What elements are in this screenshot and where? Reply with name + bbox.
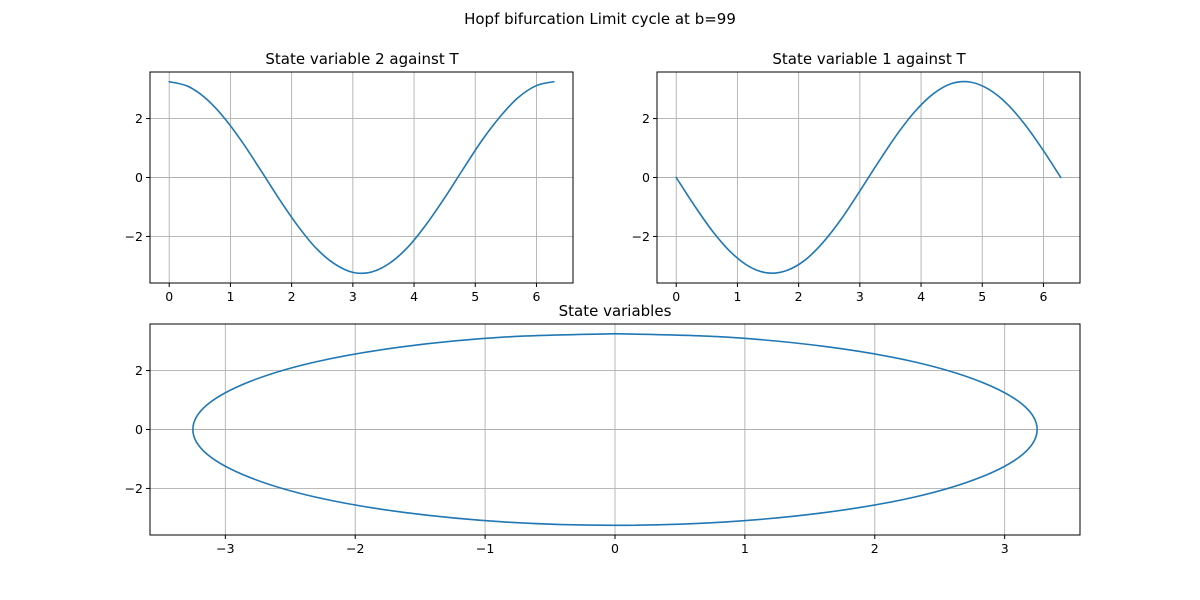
x-tick-label: 4 — [410, 289, 418, 304]
x-tick-label: 0 — [672, 289, 680, 304]
x-tick-label: 4 — [917, 289, 925, 304]
x-tick-label: −1 — [476, 541, 494, 556]
x-tick-label: 2 — [871, 541, 879, 556]
x-tick-label: 0 — [165, 289, 173, 304]
series-line — [168, 80, 555, 275]
y-tick-label: −2 — [632, 229, 650, 244]
subplot-title: State variable 2 against T — [265, 50, 459, 68]
series-line — [675, 80, 1062, 274]
x-tick-label: 3 — [856, 289, 864, 304]
x-tick-label: 2 — [288, 289, 296, 304]
x-tick-label: 1 — [741, 541, 749, 556]
y-tick-label: 2 — [135, 111, 143, 126]
y-tick-label: −2 — [125, 481, 143, 496]
x-tick-label: 5 — [978, 289, 986, 304]
subplot-title: State variable 1 against T — [772, 50, 966, 68]
y-tick-label: 0 — [642, 170, 650, 185]
x-tick-label: 3 — [1001, 541, 1009, 556]
x-tick-label: 1 — [226, 289, 234, 304]
subplot-state-variables-phase: State variables −3 −2 −1 0 1 2 3 −2 0 2 — [125, 302, 1081, 556]
y-tick-label: 0 — [135, 170, 143, 185]
y-tick-label: 2 — [642, 111, 650, 126]
x-tick-label: 1 — [733, 289, 741, 304]
x-tick-label: 3 — [349, 289, 357, 304]
x-tick-label: 0 — [611, 541, 619, 556]
figure-suptitle: Hopf bifurcation Limit cycle at b=99 — [464, 10, 736, 28]
y-tick-label: 2 — [135, 363, 143, 378]
x-tick-label: 2 — [795, 289, 803, 304]
subplot-title: State variables — [559, 302, 672, 320]
series-line — [192, 332, 1038, 527]
subplot-state-variable-2: State variable 2 against T 0 1 2 3 4 5 6 −2 0 2 — [125, 50, 574, 304]
x-tick-label: −3 — [216, 541, 234, 556]
x-tick-label: 5 — [471, 289, 479, 304]
x-tick-label: −2 — [346, 541, 364, 556]
subplot-state-variable-1: State variable 1 against T 0 1 2 3 4 5 6 −2 0 2 — [632, 50, 1081, 304]
y-tick-label: −2 — [125, 229, 143, 244]
x-tick-label: 6 — [532, 289, 540, 304]
y-tick-label: 0 — [135, 422, 143, 437]
x-tick-label: 6 — [1039, 289, 1047, 304]
